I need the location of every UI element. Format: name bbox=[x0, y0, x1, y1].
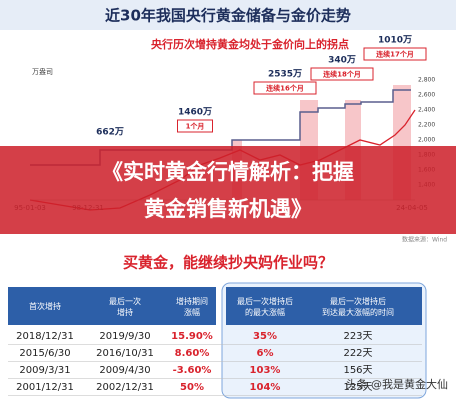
annotation-box bbox=[363, 47, 427, 61]
annotation-amount: 662万 bbox=[96, 127, 124, 138]
table-cell: 35% bbox=[253, 331, 277, 342]
question: 买黄金，能继续抄央妈作业吗？ bbox=[123, 254, 333, 272]
annotation-period: 连续17个月 bbox=[376, 50, 414, 59]
table-cell: 2009/3/31 bbox=[19, 365, 70, 376]
title: 近30年我国央行黄金储备与金价走势 bbox=[105, 7, 351, 25]
table-cell: 103% bbox=[250, 365, 281, 376]
right-tick: 2,800 bbox=[418, 77, 435, 84]
table-header: 首次增持 bbox=[29, 301, 61, 311]
table-cell: 104% bbox=[250, 382, 281, 393]
annotation-box bbox=[177, 119, 213, 133]
table-header-bg bbox=[8, 287, 216, 325]
table-cell: 125天 bbox=[343, 382, 372, 393]
table-cell: 6% bbox=[257, 348, 274, 359]
annotation-period: 连续16个月 bbox=[266, 84, 304, 93]
annotation-box bbox=[310, 67, 374, 81]
annotation-period: 连续18个月 bbox=[323, 70, 361, 79]
annotation-amount: 1010万 bbox=[378, 35, 412, 46]
source: 数据来源：Wind bbox=[402, 236, 447, 244]
table-cell: 2015/6/30 bbox=[19, 348, 70, 359]
watermark: 头条 @我是黄金大仙 bbox=[346, 377, 449, 391]
table-cell: 2002/12/31 bbox=[96, 382, 154, 393]
table-cell: 2016/10/31 bbox=[96, 348, 154, 359]
table-header: 最后一次增持 bbox=[109, 296, 141, 317]
right-tick: 2,600 bbox=[418, 92, 435, 99]
banner-line: 黄金销售新机遇》 bbox=[144, 197, 312, 221]
table-cell: 222天 bbox=[343, 348, 372, 359]
table-header: 最后一次增持后到达最大涨幅的时间 bbox=[322, 296, 394, 317]
right-tick: 2,400 bbox=[418, 107, 435, 114]
annotation-amount: 2535万 bbox=[268, 69, 302, 80]
table-cell: 8.60% bbox=[175, 348, 210, 359]
table-cell: 2019/9/30 bbox=[99, 331, 150, 342]
table-cell: 15.90% bbox=[171, 331, 213, 342]
table-cell: 2001/12/31 bbox=[16, 382, 74, 393]
banner bbox=[0, 146, 456, 234]
table-cell: 2018/12/31 bbox=[16, 331, 74, 342]
table-cell: 2009/4/30 bbox=[99, 365, 150, 376]
left-unit: 万盎司 bbox=[32, 67, 53, 76]
annotation-amount: 1460万 bbox=[178, 107, 212, 118]
table-cell: 50% bbox=[180, 382, 204, 393]
table-cell: 156天 bbox=[343, 365, 372, 376]
table-header-bg bbox=[226, 287, 422, 325]
annotation-amount: 340万 bbox=[328, 55, 356, 66]
table-cell: -3.60% bbox=[173, 365, 212, 376]
right-tick: 2,000 bbox=[418, 137, 435, 144]
banner-line: 《实时黄金行情解析：把握 bbox=[102, 160, 354, 184]
right-tick: 2,200 bbox=[418, 122, 435, 129]
table-header: 最后一次增持后的最大涨幅 bbox=[237, 296, 293, 317]
title-bar bbox=[0, 0, 456, 30]
annotation-period: 1个月 bbox=[186, 122, 205, 131]
table-header: 增持期间涨幅 bbox=[176, 296, 208, 317]
table-cell: 223天 bbox=[343, 331, 372, 342]
annotation-box bbox=[253, 81, 317, 95]
chart-subtitle: 央行历次增持黄金均处于金价向上的拐点 bbox=[151, 37, 349, 51]
